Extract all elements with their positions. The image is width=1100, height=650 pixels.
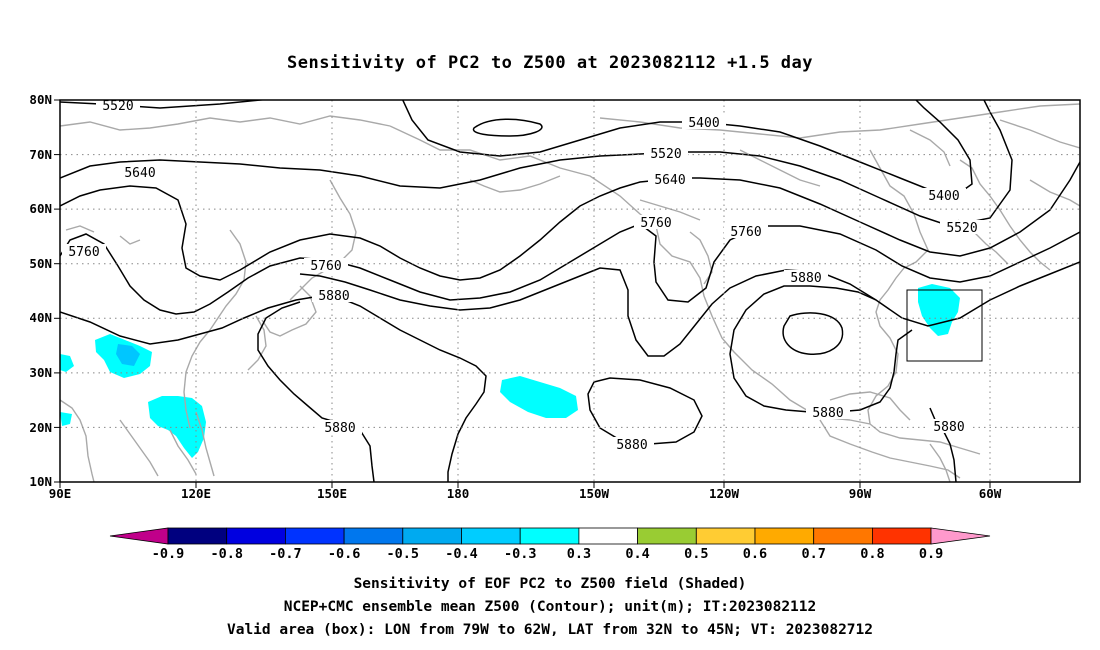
colorbar-tick-label: -0.4 bbox=[445, 546, 478, 562]
contour-label: 5880 bbox=[812, 406, 843, 421]
colorbar-tick-label: 0.7 bbox=[802, 546, 826, 562]
contour-label: 5880 bbox=[616, 438, 647, 453]
colorbar-swatch bbox=[813, 527, 873, 545]
colorbar-swatch bbox=[872, 527, 932, 545]
lat-tick-label: 40N bbox=[29, 310, 52, 325]
colorbar-tick-label: 0.9 bbox=[919, 546, 943, 562]
lat-tick-label: 50N bbox=[29, 256, 52, 271]
colorbar-swatch bbox=[167, 527, 228, 545]
lat-tick-label: 80N bbox=[29, 92, 52, 107]
caption-line-1: Sensitivity of EOF PC2 to Z500 field (Sh… bbox=[354, 576, 747, 592]
colorbar-swatch bbox=[754, 527, 815, 545]
contour-labels: 5520 5400 5520 5640 5640 5400 5520 5760 … bbox=[62, 99, 984, 453]
caption-line-3: Valid area (box): LON from 79W to 62W, L… bbox=[227, 622, 873, 638]
colorbar-tick-label: -0.9 bbox=[152, 546, 185, 562]
lon-tick-label: 120E bbox=[181, 486, 211, 501]
lat-tick-label: 60N bbox=[29, 201, 52, 216]
map-frame bbox=[59, 99, 1081, 483]
sensitivity-shading bbox=[60, 284, 960, 458]
valid-area-box bbox=[906, 289, 983, 362]
contour-label: 5520 bbox=[946, 221, 977, 236]
contour-label: 5400 bbox=[928, 189, 959, 204]
colorbar-tick-label: -0.5 bbox=[387, 546, 420, 562]
figure-title: Sensitivity of PC2 to Z500 at 2023082112… bbox=[287, 53, 813, 73]
contour-label: 5760 bbox=[730, 225, 761, 240]
lat-axis: 80N 70N 60N 50N 40N 30N 20N 10N bbox=[29, 92, 60, 489]
contour-label: 5760 bbox=[640, 216, 671, 231]
colorbar-swatch bbox=[578, 527, 639, 545]
lon-tick-label: 150W bbox=[579, 486, 610, 501]
colorbar-ticks: -0.9 -0.8 -0.7 -0.6 -0.5 -0.4 -0.3 0.3 0… bbox=[152, 546, 944, 562]
colorbar-tick-label: 0.4 bbox=[625, 546, 649, 562]
colorbar-swatch bbox=[519, 527, 580, 545]
colorbar-swatch bbox=[461, 527, 521, 545]
lat-tick-label: 30N bbox=[29, 365, 52, 380]
coastlines bbox=[60, 103, 1080, 482]
lon-tick-label: 90E bbox=[49, 486, 72, 501]
colorbar-swatch bbox=[226, 527, 286, 545]
colorbar-swatch bbox=[637, 527, 697, 545]
colorbar-tick-label: 0.3 bbox=[567, 546, 591, 562]
contour-label: 5520 bbox=[650, 147, 681, 162]
contour-label: 5640 bbox=[654, 173, 685, 188]
colorbar: -0.9 -0.8 -0.7 -0.6 -0.5 -0.4 -0.3 0.3 0… bbox=[109, 527, 991, 562]
lon-tick-label: 90W bbox=[849, 486, 872, 501]
colorbar-tick-label: 0.5 bbox=[684, 546, 708, 562]
colorbar-tick-label: -0.8 bbox=[210, 546, 243, 562]
contour-label: 5880 bbox=[324, 421, 355, 436]
contour-label: 5880 bbox=[790, 271, 821, 286]
colorbar-left-arrow bbox=[109, 527, 169, 545]
contour-label: 5760 bbox=[310, 259, 341, 274]
contour-label: 5520 bbox=[102, 99, 133, 114]
colorbar-tick-label: 0.8 bbox=[860, 546, 884, 562]
colorbar-tick-label: -0.3 bbox=[504, 546, 537, 562]
contour-label: 5640 bbox=[124, 166, 155, 181]
contour-label: 5880 bbox=[318, 289, 349, 304]
lat-tick-label: 20N bbox=[29, 420, 52, 435]
contour-label: 5880 bbox=[933, 420, 964, 435]
lon-tick-label: 150E bbox=[317, 486, 347, 501]
colorbar-swatch bbox=[343, 527, 404, 545]
caption-line-2: NCEP+CMC ensemble mean Z500 (Contour); u… bbox=[284, 599, 817, 615]
lon-axis: 90E 120E 150E 180 150W 120W 90W 60W bbox=[49, 482, 1002, 501]
colorbar-swatch bbox=[284, 527, 345, 545]
colorbar-swatch bbox=[695, 527, 756, 545]
lon-tick-label: 60W bbox=[979, 486, 1002, 501]
map-panel: 5520 5400 5520 5640 5640 5400 5520 5760 … bbox=[29, 92, 1081, 501]
lat-tick-label: 10N bbox=[29, 474, 52, 489]
colorbar-tick-label: 0.6 bbox=[743, 546, 767, 562]
lat-tick-label: 70N bbox=[29, 147, 52, 162]
contour-label: 5400 bbox=[688, 116, 719, 131]
colorbar-right-arrow bbox=[930, 527, 991, 545]
lon-tick-label: 180 bbox=[447, 486, 470, 501]
contour-label: 5760 bbox=[68, 245, 99, 260]
colorbar-swatch bbox=[402, 527, 462, 545]
colorbar-tick-label: -0.7 bbox=[269, 546, 302, 562]
lon-tick-label: 120W bbox=[709, 486, 740, 501]
colorbar-tick-label: -0.6 bbox=[328, 546, 361, 562]
